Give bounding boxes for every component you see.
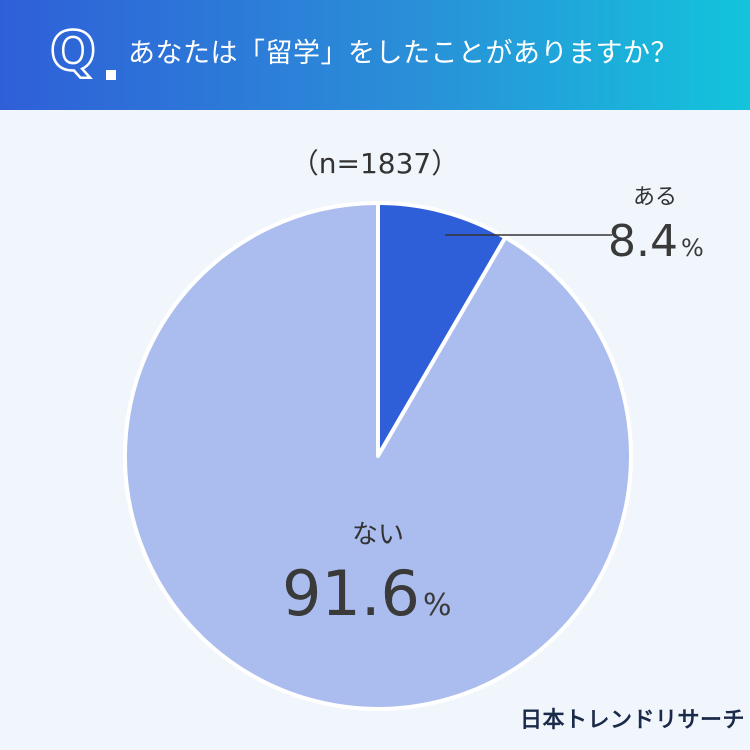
sample-size-label: （n=1837）: [290, 147, 460, 180]
slice-label-nai: ない: [352, 520, 404, 550]
slice-value-aru: 8.4: [608, 216, 678, 267]
percent-sign-nai: %: [423, 588, 452, 623]
header-banner: Q あなたは「留学」をしたことがありますか？: [0, 0, 750, 110]
percent-sign-aru: %: [681, 234, 704, 262]
question-title: あなたは「留学」をしたことがありますか？: [128, 38, 678, 69]
pie-slice-nai: [123, 201, 633, 711]
q-icon: Q: [49, 20, 97, 83]
slice-label-aru: ある: [633, 185, 677, 210]
q-dot-icon: [106, 70, 116, 80]
brand-logo-text: 日本トレンドリサーチ: [520, 708, 746, 733]
pie-slices: [123, 201, 633, 711]
slice-value-nai: 91.6: [282, 557, 420, 630]
